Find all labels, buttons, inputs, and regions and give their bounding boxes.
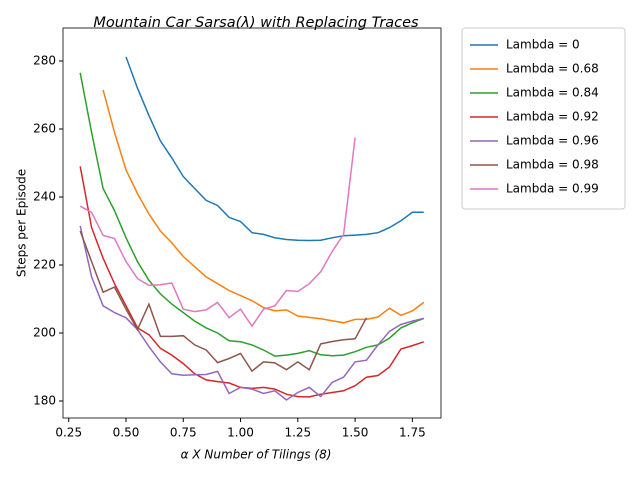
- chart-title: Mountain Car Sarsa(λ) with Replacing Tra…: [93, 15, 419, 31]
- x-tick-label: 1.25: [284, 426, 311, 440]
- x-tick-label: 1.00: [227, 426, 254, 440]
- y-tick-label: 200: [33, 325, 56, 339]
- y-axis-label: Steps per Episode: [15, 169, 29, 277]
- legend-label: Lambda = 0: [506, 38, 580, 52]
- legend-label: Lambda = 0.68: [506, 62, 599, 76]
- x-tick-label: 1.75: [399, 426, 426, 440]
- y-tick-label: 260: [33, 121, 56, 135]
- line-series: [79, 166, 425, 398]
- y-tick-label: 220: [33, 257, 56, 271]
- legend-label: Lambda = 0.98: [506, 158, 599, 172]
- x-tick-label: 0.50: [113, 426, 140, 440]
- x-axis-label: α X Number of Tilings (8): [181, 448, 332, 462]
- line-series: [79, 72, 425, 357]
- x-tick-label: 1.50: [342, 426, 369, 440]
- line-series: [79, 225, 424, 401]
- plot-frame: [62, 27, 442, 419]
- x-tick-label: 0.75: [170, 426, 197, 440]
- legend-box: [461, 27, 626, 210]
- y-tick-label: 280: [33, 53, 56, 67]
- y-tick-label: 180: [33, 393, 56, 407]
- legend-label: Lambda = 0.99: [506, 182, 599, 196]
- line-series: [79, 137, 356, 328]
- line-series: [125, 56, 424, 242]
- x-tick-label: 0.25: [55, 426, 82, 440]
- legend-label: Lambda = 0.84: [506, 86, 599, 100]
- legend-label: Lambda = 0.96: [506, 134, 599, 148]
- y-tick-label: 240: [33, 189, 56, 203]
- line-series: [79, 230, 368, 373]
- line-series: [102, 89, 425, 324]
- legend-label: Lambda = 0.92: [506, 110, 599, 124]
